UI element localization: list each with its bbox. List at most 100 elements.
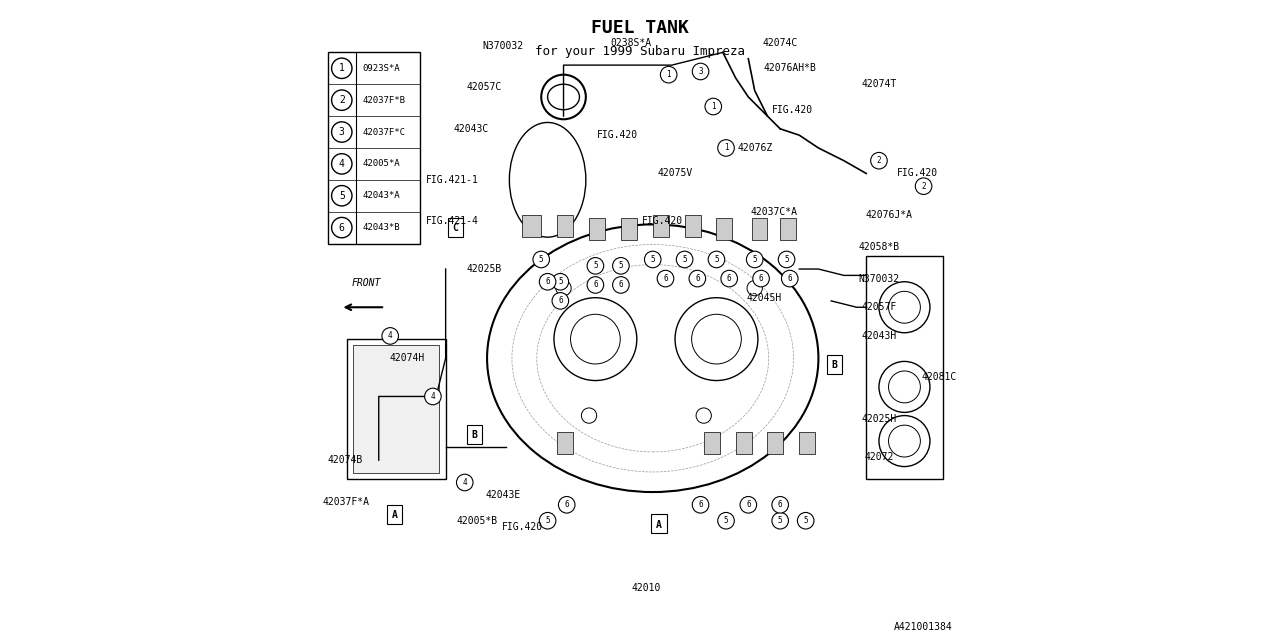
Text: 6: 6 [695, 274, 700, 283]
Text: 42057C: 42057C [466, 83, 502, 92]
Text: 42072: 42072 [864, 452, 893, 462]
Text: FIG.420: FIG.420 [598, 130, 639, 140]
Text: 5: 5 [753, 255, 756, 264]
FancyBboxPatch shape [867, 256, 942, 479]
Circle shape [381, 328, 398, 344]
Text: 42076Z: 42076Z [737, 143, 772, 153]
Text: 6: 6 [787, 274, 792, 283]
Text: 42074H: 42074H [390, 353, 425, 364]
FancyBboxPatch shape [652, 515, 667, 534]
Circle shape [552, 273, 568, 290]
Text: 42075V: 42075V [658, 168, 692, 179]
Bar [557, 431, 573, 454]
Circle shape [613, 276, 630, 293]
Text: FIG.420: FIG.420 [772, 105, 814, 115]
Text: 5: 5 [593, 261, 598, 270]
Bar [736, 431, 751, 454]
Bar [704, 431, 719, 454]
Text: 4: 4 [462, 478, 467, 487]
Text: 42076AH*B: 42076AH*B [763, 63, 817, 74]
Bar [768, 431, 783, 454]
Text: 1: 1 [667, 70, 671, 79]
Circle shape [870, 152, 887, 169]
Text: 42005*B: 42005*B [457, 516, 498, 525]
Text: 42074T: 42074T [861, 79, 896, 89]
Circle shape [753, 270, 769, 287]
Text: 5: 5 [785, 255, 788, 264]
Circle shape [457, 474, 474, 491]
Text: 6: 6 [746, 500, 750, 509]
Text: B: B [832, 360, 837, 371]
Text: A: A [392, 510, 398, 520]
Text: 4: 4 [388, 332, 393, 340]
Text: 42058*B: 42058*B [859, 242, 900, 252]
Circle shape [613, 257, 630, 274]
Circle shape [539, 513, 556, 529]
Bar [589, 218, 605, 241]
Text: 42037C*A: 42037C*A [750, 207, 797, 217]
Text: 5: 5 [539, 255, 544, 264]
Circle shape [588, 276, 604, 293]
Text: 42043*A: 42043*A [362, 191, 401, 200]
Text: 42025B: 42025B [466, 264, 502, 274]
Text: 4: 4 [430, 392, 435, 401]
Text: 5: 5 [650, 255, 655, 264]
Text: for your 1999 Subaru Impreza: for your 1999 Subaru Impreza [535, 45, 745, 58]
Circle shape [782, 270, 797, 287]
FancyBboxPatch shape [827, 355, 842, 374]
Circle shape [705, 99, 722, 115]
Bar [557, 215, 573, 237]
FancyBboxPatch shape [448, 218, 463, 237]
Text: B: B [471, 430, 477, 440]
Text: 4: 4 [339, 159, 344, 169]
Circle shape [692, 63, 709, 80]
Text: 42010: 42010 [632, 582, 660, 593]
Text: FIG.420: FIG.420 [641, 216, 682, 226]
Text: 6: 6 [593, 280, 598, 289]
Circle shape [797, 513, 814, 529]
Text: 42057F: 42057F [861, 302, 896, 312]
Text: 6: 6 [564, 500, 570, 509]
Text: 5: 5 [545, 516, 550, 525]
Text: N370032: N370032 [859, 273, 900, 284]
Bar [653, 215, 668, 237]
Text: A421001384: A421001384 [893, 622, 952, 632]
Text: 42037F*C: 42037F*C [362, 127, 406, 136]
Text: 6: 6 [545, 277, 550, 286]
FancyBboxPatch shape [347, 339, 445, 479]
Text: 1: 1 [710, 102, 716, 111]
Circle shape [558, 497, 575, 513]
Text: 42045H: 42045H [746, 292, 782, 303]
Circle shape [718, 140, 735, 156]
FancyBboxPatch shape [328, 52, 420, 244]
Circle shape [552, 292, 568, 309]
Circle shape [915, 178, 932, 195]
Text: 6: 6 [618, 280, 623, 289]
Circle shape [644, 251, 660, 268]
Bar [621, 218, 637, 241]
Circle shape [772, 513, 788, 529]
Circle shape [740, 497, 756, 513]
Text: 42081C: 42081C [922, 372, 957, 382]
Text: 5: 5 [804, 516, 808, 525]
Text: FIG.421-1: FIG.421-1 [425, 175, 479, 185]
Circle shape [660, 67, 677, 83]
FancyBboxPatch shape [387, 505, 402, 524]
Text: 42074B: 42074B [328, 455, 364, 465]
Text: 2: 2 [339, 95, 344, 105]
Text: 1: 1 [723, 143, 728, 152]
Text: 3: 3 [698, 67, 703, 76]
Circle shape [539, 273, 556, 290]
Text: 6: 6 [663, 274, 668, 283]
Circle shape [532, 251, 549, 268]
Text: 42043H: 42043H [861, 331, 896, 341]
FancyBboxPatch shape [467, 425, 483, 444]
Text: 6: 6 [727, 274, 732, 283]
Circle shape [425, 388, 442, 404]
Text: FIG.421-4: FIG.421-4 [425, 216, 479, 226]
Text: 5: 5 [682, 255, 687, 264]
Text: 5: 5 [339, 191, 344, 201]
Text: 42043C: 42043C [453, 124, 489, 134]
Text: 42043*B: 42043*B [362, 223, 401, 232]
Text: C: C [452, 223, 458, 233]
